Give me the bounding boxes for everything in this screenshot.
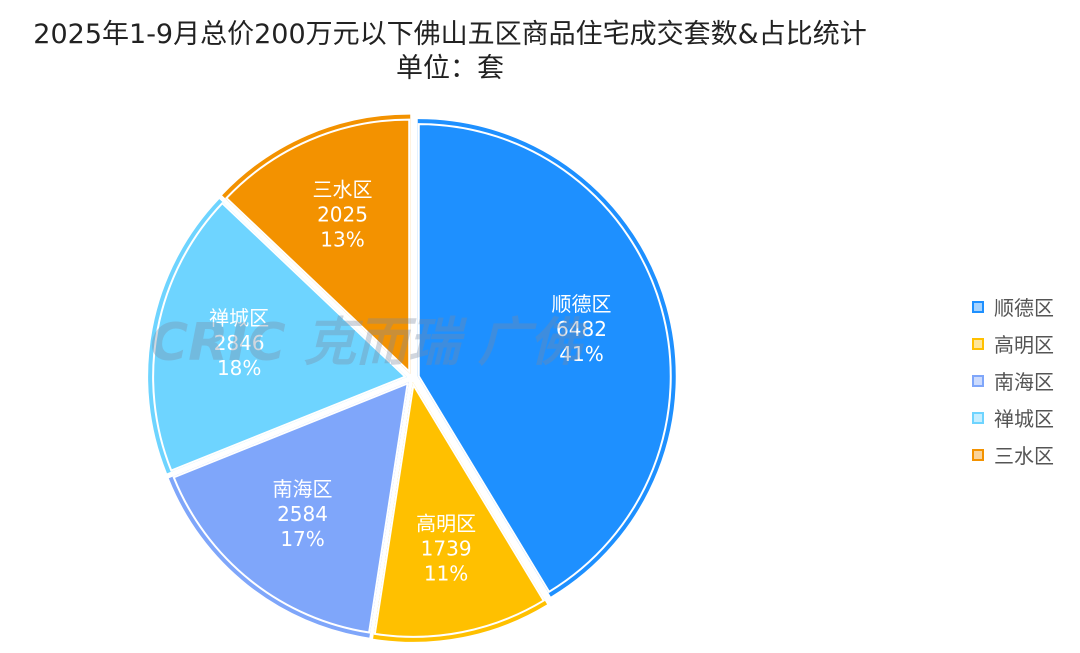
legend: 顺德区高明区南海区禅城区三水区 xyxy=(972,288,1054,473)
slice-fill xyxy=(417,123,672,594)
legend-swatch-icon xyxy=(972,411,984,424)
slice-label-value: 2584 xyxy=(277,502,328,526)
slice-label-percent: 13% xyxy=(320,227,364,251)
slice-label-percent: 17% xyxy=(280,527,324,551)
slice-label-name: 三水区 xyxy=(313,177,373,201)
legend-item-2[interactable]: 高明区 xyxy=(972,325,1054,362)
slice-fill xyxy=(373,381,546,638)
slice-label-percent: 41% xyxy=(559,342,603,366)
pie-slice-5[interactable] xyxy=(222,114,411,374)
title-text: 2025年1-9月总价200万元以下佛山五区商品住宅成交套数&占比统计 xyxy=(33,19,867,50)
pie-slice-4[interactable] xyxy=(148,199,407,474)
legend-label: 南海区 xyxy=(994,370,1054,394)
pie-slice-1[interactable] xyxy=(417,119,676,597)
legend-swatch-icon xyxy=(972,300,984,313)
legend-item-4[interactable]: 禅城区 xyxy=(972,399,1054,436)
pie-slice-2[interactable] xyxy=(373,381,548,642)
slice-label-value: 2846 xyxy=(214,331,265,355)
slice-fill xyxy=(225,118,411,374)
slice-label-name: 南海区 xyxy=(273,477,333,501)
legend-label: 禅城区 xyxy=(994,407,1054,431)
slice-label-name: 高明区 xyxy=(416,512,476,536)
slice-fill xyxy=(172,381,409,634)
legend-swatch-icon xyxy=(972,374,984,387)
legend-label: 高明区 xyxy=(994,333,1054,357)
slice-label-value: 6482 xyxy=(556,317,607,341)
legend-item-5[interactable]: 三水区 xyxy=(972,436,1054,473)
slice-label-percent: 11% xyxy=(424,562,468,586)
legend-label: 三水区 xyxy=(994,444,1054,468)
slice-label-value: 1739 xyxy=(421,537,472,561)
legend-swatch-icon xyxy=(972,448,984,461)
slice-label-name: 禅城区 xyxy=(209,306,269,330)
pie-slice-3[interactable] xyxy=(168,381,409,638)
legend-label: 顺德区 xyxy=(994,296,1054,320)
watermark: CRIC 克而瑞 广佛 xyxy=(150,313,588,373)
legend-item-3[interactable]: 南海区 xyxy=(972,362,1054,399)
slice-fill xyxy=(152,201,407,472)
subtitle-text: 单位：套 xyxy=(396,53,504,84)
legend-swatch-icon xyxy=(972,337,984,350)
slice-label-percent: 18% xyxy=(217,356,261,380)
chart-title: 2025年1-9月总价200万元以下佛山五区商品住宅成交套数&占比统计 单位：套 xyxy=(0,18,900,86)
slice-label-name: 顺德区 xyxy=(552,292,612,316)
legend-item-1[interactable]: 顺德区 xyxy=(972,288,1054,325)
slice-label-value: 2025 xyxy=(317,202,368,226)
